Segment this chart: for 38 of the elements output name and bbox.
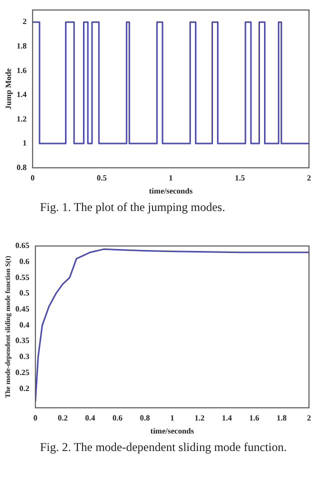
y-tick-label: 0.2 <box>19 384 30 393</box>
x-axis-title: time/seconds <box>150 426 194 436</box>
y-tick-label: 0.55 <box>15 272 30 282</box>
caption: Fig. 1. The plot of the jumping modes. <box>39 199 226 216</box>
x-tick-label: 1 <box>168 174 173 183</box>
y-tick-label: 0.5 <box>19 288 30 298</box>
y-tick-label: 0.3 <box>19 352 30 362</box>
y-axis-title: Jump Mode <box>4 68 13 110</box>
y-tick-label: 0.35 <box>15 336 30 346</box>
x-tick-label: 0.5 <box>96 174 107 183</box>
y-tick-label: 0.45 <box>15 304 30 314</box>
y-tick-label: 0.4 <box>19 320 30 330</box>
x-tick-label: 1.6 <box>249 414 260 423</box>
y-tick-label: 0.8 <box>16 162 27 172</box>
y-tick-label: 0.6 <box>19 256 30 266</box>
x-tick-label: 0 <box>30 174 35 183</box>
y-tick-label: 1.4 <box>16 90 27 100</box>
x-tick-label: 1 <box>170 414 174 423</box>
y-tick-label: 1.6 <box>16 66 27 75</box>
y-tick-label: 1.2 <box>16 114 27 124</box>
x-tick-label: 0.8 <box>140 414 150 423</box>
x-axis-title: time/seconds <box>149 186 193 196</box>
y-tick-label: 0.25 <box>15 368 30 377</box>
x-tick-label: 1.8 <box>276 414 287 423</box>
y-tick-label: 1 <box>22 138 27 148</box>
x-tick-label: 2 <box>307 174 311 183</box>
x-tick-label: 1.2 <box>194 414 205 423</box>
x-tick-label: 0.2 <box>58 414 68 423</box>
x-tick-label: 2 <box>307 414 311 423</box>
y-tick-label: 2 <box>22 17 27 26</box>
caption: Fig. 2. The mode-dependent sliding mode function. <box>39 439 288 456</box>
x-tick-label: 1.5 <box>234 174 245 183</box>
x-tick-label: 0 <box>33 414 38 423</box>
x-tick-label: 1.4 <box>222 414 232 423</box>
x-tick-label: 0.6 <box>112 414 122 423</box>
y-tick-label: 0.65 <box>15 241 30 250</box>
x-tick-label: 0.4 <box>85 414 96 423</box>
y-tick-label: 1.8 <box>16 41 27 50</box>
